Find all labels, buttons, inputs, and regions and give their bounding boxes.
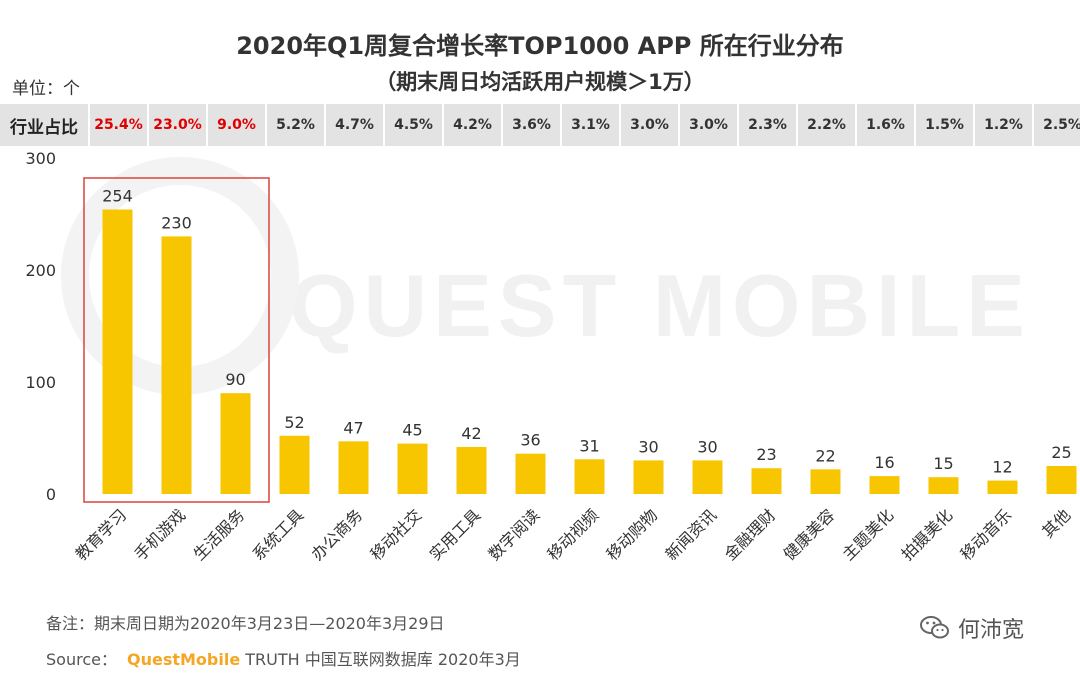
bar-value-label: 23 [756,445,776,464]
bar-value-label: 230 [161,213,192,232]
share-cell: 2.5% [1034,104,1080,146]
share-cell: 4.2% [444,104,503,146]
bar [692,460,723,494]
share-cell: 23.0% [149,104,208,146]
chart-subtitle: （期末周日均活跃用户规模＞1万） [375,70,705,94]
x-category-label: 移动购物 [603,505,662,564]
source-suffix: TRUTH 中国互联网数据库 2020年3月 [245,650,521,669]
watermark: QUEST MOBILE [289,256,1031,355]
share-cell: 4.7% [326,104,385,146]
share-cell: 1.5% [916,104,975,146]
bar-value-label: 30 [638,437,658,456]
share-cell: 5.2% [267,104,326,146]
bar [574,459,605,494]
bar [515,453,546,494]
x-category-label: 教育学习 [72,505,131,564]
bar-value-label: 15 [933,454,953,473]
y-tick-label: 100 [25,373,56,392]
bar [928,477,959,494]
bar [633,460,664,494]
bar-value-label: 90 [225,370,245,389]
bar-value-label: 30 [697,437,717,456]
share-cell: 4.5% [385,104,444,146]
x-category-label: 系统工具 [249,505,308,564]
bar-value-label: 42 [461,424,481,443]
bar [1046,466,1077,494]
x-category-label: 生活服务 [190,505,249,564]
y-tick-label: 200 [25,261,56,280]
bar-value-label: 12 [992,458,1012,477]
bar [338,441,369,494]
bar [397,443,428,494]
bar-value-label: 254 [102,187,133,206]
x-category-label: 主题美化 [839,505,898,564]
share-cell: 3.0% [621,104,680,146]
source-line: Source： QuestMobile TRUTH 中国互联网数据库 2020年3… [46,646,521,670]
y-tick-label: 300 [25,149,56,168]
y-tick-label: 0 [46,485,56,504]
bar [456,446,487,494]
x-category-label: 拍摄美化 [898,505,957,564]
source-brand: QuestMobile [126,650,241,669]
chart-title: 2020年Q1周复合增长率TOP1000 APP 所在行业分布 [236,32,844,60]
x-category-label: 移动视频 [544,505,603,564]
bar [869,476,900,494]
wechat-account: 何沛宽 [920,612,1024,644]
bar [810,469,841,494]
bar [279,435,310,494]
bar [220,393,251,494]
bar-value-label: 45 [402,421,422,440]
share-cell: 3.6% [503,104,562,146]
x-category-label: 其他 [1038,505,1074,541]
share-cell: 2.3% [739,104,798,146]
bar-value-label: 31 [579,436,599,455]
source-prefix: Source： [46,650,117,669]
bar-value-label: 36 [520,431,540,450]
bar-chart: QUEST MOBILE 0 100 200 300 254 教育学习 230 手机游戏 90 生活… [25,149,1077,564]
share-cell: 2.2% [798,104,857,146]
x-category-label: 实用工具 [426,505,485,564]
bar [161,236,192,494]
bar-value-label: 22 [815,446,835,465]
share-header: 行业占比 [0,104,90,146]
wechat-name: 何沛宽 [958,618,1025,643]
bar-value-label: 47 [343,418,363,437]
x-category-label: 金融理财 [721,505,780,564]
share-cell: 25.4% [90,104,149,146]
share-cell: 1.6% [857,104,916,146]
share-cell: 1.2% [975,104,1034,146]
share-cell: 3.1% [562,104,621,146]
unit-label: 单位：个 [12,79,80,99]
bar-value-label: 16 [874,453,894,472]
industry-share-row: 行业占比 25.4% 23.0% 9.0% 5.2% 4.7% 4.5% 4.2% 3.6% 3… [0,104,1080,146]
footnote: 备注：期末周日期为2020年3月23日—2020年3月29日 [46,614,445,633]
bar-value-label: 25 [1051,443,1071,462]
bar-value-label: 52 [284,413,304,432]
x-category-label: 移动社交 [367,505,426,564]
bar [751,468,782,494]
wechat-icon [920,616,949,639]
x-category-label: 移动音乐 [957,505,1016,564]
x-category-label: 健康美容 [780,505,839,564]
share-cell: 3.0% [680,104,739,146]
bar [102,209,133,494]
x-category-label: 数字阅读 [485,505,544,564]
x-category-label: 手机游戏 [131,505,190,564]
share-cell: 9.0% [208,104,267,146]
bar [987,480,1018,494]
x-category-label: 办公商务 [308,505,367,564]
x-category-label: 新闻资讯 [662,505,721,564]
highlight-box [83,177,270,503]
